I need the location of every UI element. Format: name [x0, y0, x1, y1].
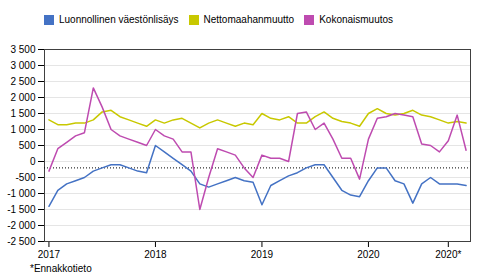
svg-text:0: 0 — [30, 156, 36, 167]
svg-text:-2 500: -2 500 — [7, 236, 36, 247]
svg-text:2019: 2019 — [251, 249, 274, 260]
svg-text:1 500: 1 500 — [10, 108, 35, 119]
svg-text:1 000: 1 000 — [10, 124, 35, 135]
svg-text:3 000: 3 000 — [10, 60, 35, 71]
html-text:Luonnollinen väestönlisäys: Luonnollinen väestönlisäys — [59, 14, 179, 25]
svg-text:2020*: 2020* — [435, 249, 461, 260]
svg-text:2018: 2018 — [144, 249, 167, 260]
svg-text:2 500: 2 500 — [10, 76, 35, 87]
svg-text:3 500: 3 500 — [10, 44, 35, 55]
svg-text:-1 500: -1 500 — [7, 204, 36, 215]
svg-text:500: 500 — [19, 140, 36, 151]
svg-text:2017: 2017 — [38, 249, 61, 260]
svg-text:-2 000: -2 000 — [7, 220, 36, 231]
svg-text:2020: 2020 — [357, 249, 380, 260]
html-text:Nettomaahanmuutto: Nettomaahanmuutto — [203, 14, 295, 25]
svg-text:-1 000: -1 000 — [7, 188, 36, 199]
svg-text:-500: -500 — [15, 172, 35, 183]
html-text:*Ennakkotieto: *Ennakkotieto — [30, 263, 92, 274]
html-text:Kokonaismuutos: Kokonaismuutos — [319, 14, 394, 25]
svg-text:2 000: 2 000 — [10, 92, 35, 103]
